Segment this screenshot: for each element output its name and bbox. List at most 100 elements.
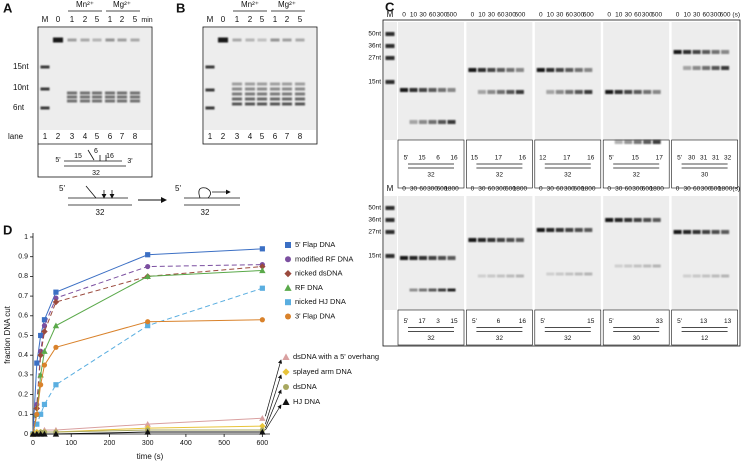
gel-band bbox=[40, 87, 50, 91]
gel-band bbox=[92, 91, 102, 95]
diagram-label: 12 bbox=[539, 155, 547, 162]
gel-band bbox=[295, 92, 305, 96]
stroke bbox=[87, 149, 95, 161]
gel-band bbox=[257, 97, 267, 101]
lane-header: 300 bbox=[505, 12, 516, 19]
gel-band bbox=[546, 90, 555, 94]
lane-header: 600 bbox=[573, 186, 584, 193]
gel-band bbox=[419, 288, 427, 292]
gel-band bbox=[496, 90, 505, 94]
diagram-label: 15 bbox=[587, 318, 595, 325]
lane-number: 7 bbox=[285, 132, 290, 141]
legend-arrow bbox=[265, 374, 282, 425]
gel-band bbox=[282, 87, 292, 91]
lane-header: 600 bbox=[710, 186, 721, 193]
gel-band bbox=[574, 68, 583, 72]
gel-band bbox=[245, 102, 255, 106]
diagram-label: 16 bbox=[519, 155, 527, 162]
diagram-label: 5' bbox=[404, 318, 409, 325]
diagram-label: 5' bbox=[404, 155, 409, 162]
diagram-label: 5' bbox=[609, 318, 614, 325]
gel-band bbox=[270, 82, 280, 86]
lane-header: 10 bbox=[410, 12, 418, 19]
marker bbox=[34, 360, 40, 366]
marker bbox=[145, 263, 151, 270]
gel-band bbox=[574, 272, 583, 276]
marker bbox=[259, 422, 266, 430]
panel-label: B bbox=[176, 0, 185, 15]
lane-header: 30 bbox=[556, 12, 564, 19]
marker bbox=[52, 298, 60, 306]
legend-label: RF DNA bbox=[295, 283, 323, 292]
lane-header: 0 bbox=[607, 12, 611, 19]
series-line bbox=[32, 266, 263, 435]
marker bbox=[41, 401, 48, 408]
y-tick-label: 0.5 bbox=[18, 332, 28, 339]
legend-marker bbox=[284, 284, 292, 291]
y-tick-label: 1 bbox=[24, 234, 28, 241]
gel-band bbox=[53, 37, 63, 43]
lane-header: 600 bbox=[583, 12, 594, 19]
gel-band bbox=[232, 92, 242, 96]
diagram-box bbox=[466, 139, 533, 189]
gel-band bbox=[673, 50, 682, 54]
gel-band bbox=[295, 82, 305, 86]
gel-band bbox=[468, 238, 477, 242]
gel-band bbox=[624, 218, 633, 222]
gel-band bbox=[245, 82, 255, 86]
label: 16 bbox=[106, 153, 114, 160]
gel-band bbox=[282, 82, 292, 86]
gel-band bbox=[565, 272, 574, 276]
size-marker: 15nt bbox=[368, 79, 381, 86]
gel-band bbox=[683, 274, 692, 278]
gel-band bbox=[584, 90, 593, 94]
gel-band bbox=[438, 88, 446, 92]
series-line bbox=[32, 264, 263, 435]
gel-band bbox=[574, 90, 583, 94]
gel-band bbox=[506, 90, 515, 94]
gel-band bbox=[400, 256, 408, 260]
unit-label: (s) bbox=[732, 12, 740, 19]
gel-band bbox=[721, 274, 730, 278]
gel-band bbox=[105, 99, 115, 103]
gel-band bbox=[447, 256, 456, 260]
gel-band bbox=[624, 264, 633, 268]
diagram-label: 32 bbox=[633, 172, 641, 179]
diagram-label: 6 bbox=[436, 155, 440, 162]
legend-label: dsDNA bbox=[293, 382, 317, 391]
label: 32 bbox=[92, 170, 100, 177]
gel-band bbox=[487, 274, 496, 278]
gel-band bbox=[385, 56, 395, 60]
diagram-box bbox=[534, 309, 602, 346]
marker bbox=[41, 317, 48, 323]
gel-band bbox=[385, 218, 395, 222]
diagram-label: 31 bbox=[700, 155, 708, 162]
gel-band bbox=[643, 90, 652, 94]
lane-number: 1 bbox=[43, 132, 48, 141]
gel-band bbox=[584, 228, 593, 232]
gel-band bbox=[419, 256, 427, 260]
legend-label: modified RF DNA bbox=[295, 254, 353, 263]
gel-band bbox=[447, 120, 456, 124]
gel-band bbox=[555, 228, 564, 232]
gel-band bbox=[257, 87, 267, 91]
gel-band bbox=[385, 80, 395, 84]
gel-band bbox=[546, 68, 555, 72]
diagram-label: 15 bbox=[450, 318, 458, 325]
lane-header: 2 bbox=[248, 15, 253, 24]
gel-band bbox=[270, 92, 280, 96]
gel-band bbox=[692, 50, 701, 54]
panel-label: A bbox=[3, 0, 13, 15]
diagram-box bbox=[602, 139, 670, 189]
gel-band bbox=[218, 37, 228, 43]
lane-header: 300 bbox=[427, 186, 438, 193]
gel-band bbox=[117, 91, 127, 95]
y-axis-label: fraction DNA cut bbox=[3, 305, 12, 364]
gel-band bbox=[270, 102, 280, 106]
gel-band bbox=[477, 274, 486, 278]
gel-band bbox=[447, 88, 456, 92]
lane-header: 1800 bbox=[581, 186, 596, 193]
lane-header: 0 bbox=[539, 186, 543, 193]
gel-band bbox=[683, 66, 692, 70]
diagram-label: 33 bbox=[656, 318, 664, 325]
